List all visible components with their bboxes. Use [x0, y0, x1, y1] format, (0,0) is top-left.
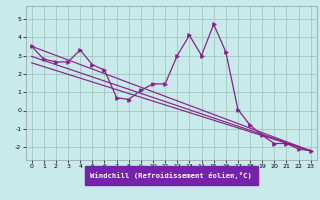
- X-axis label: Windchill (Refroidissement éolien,°C): Windchill (Refroidissement éolien,°C): [90, 172, 252, 179]
